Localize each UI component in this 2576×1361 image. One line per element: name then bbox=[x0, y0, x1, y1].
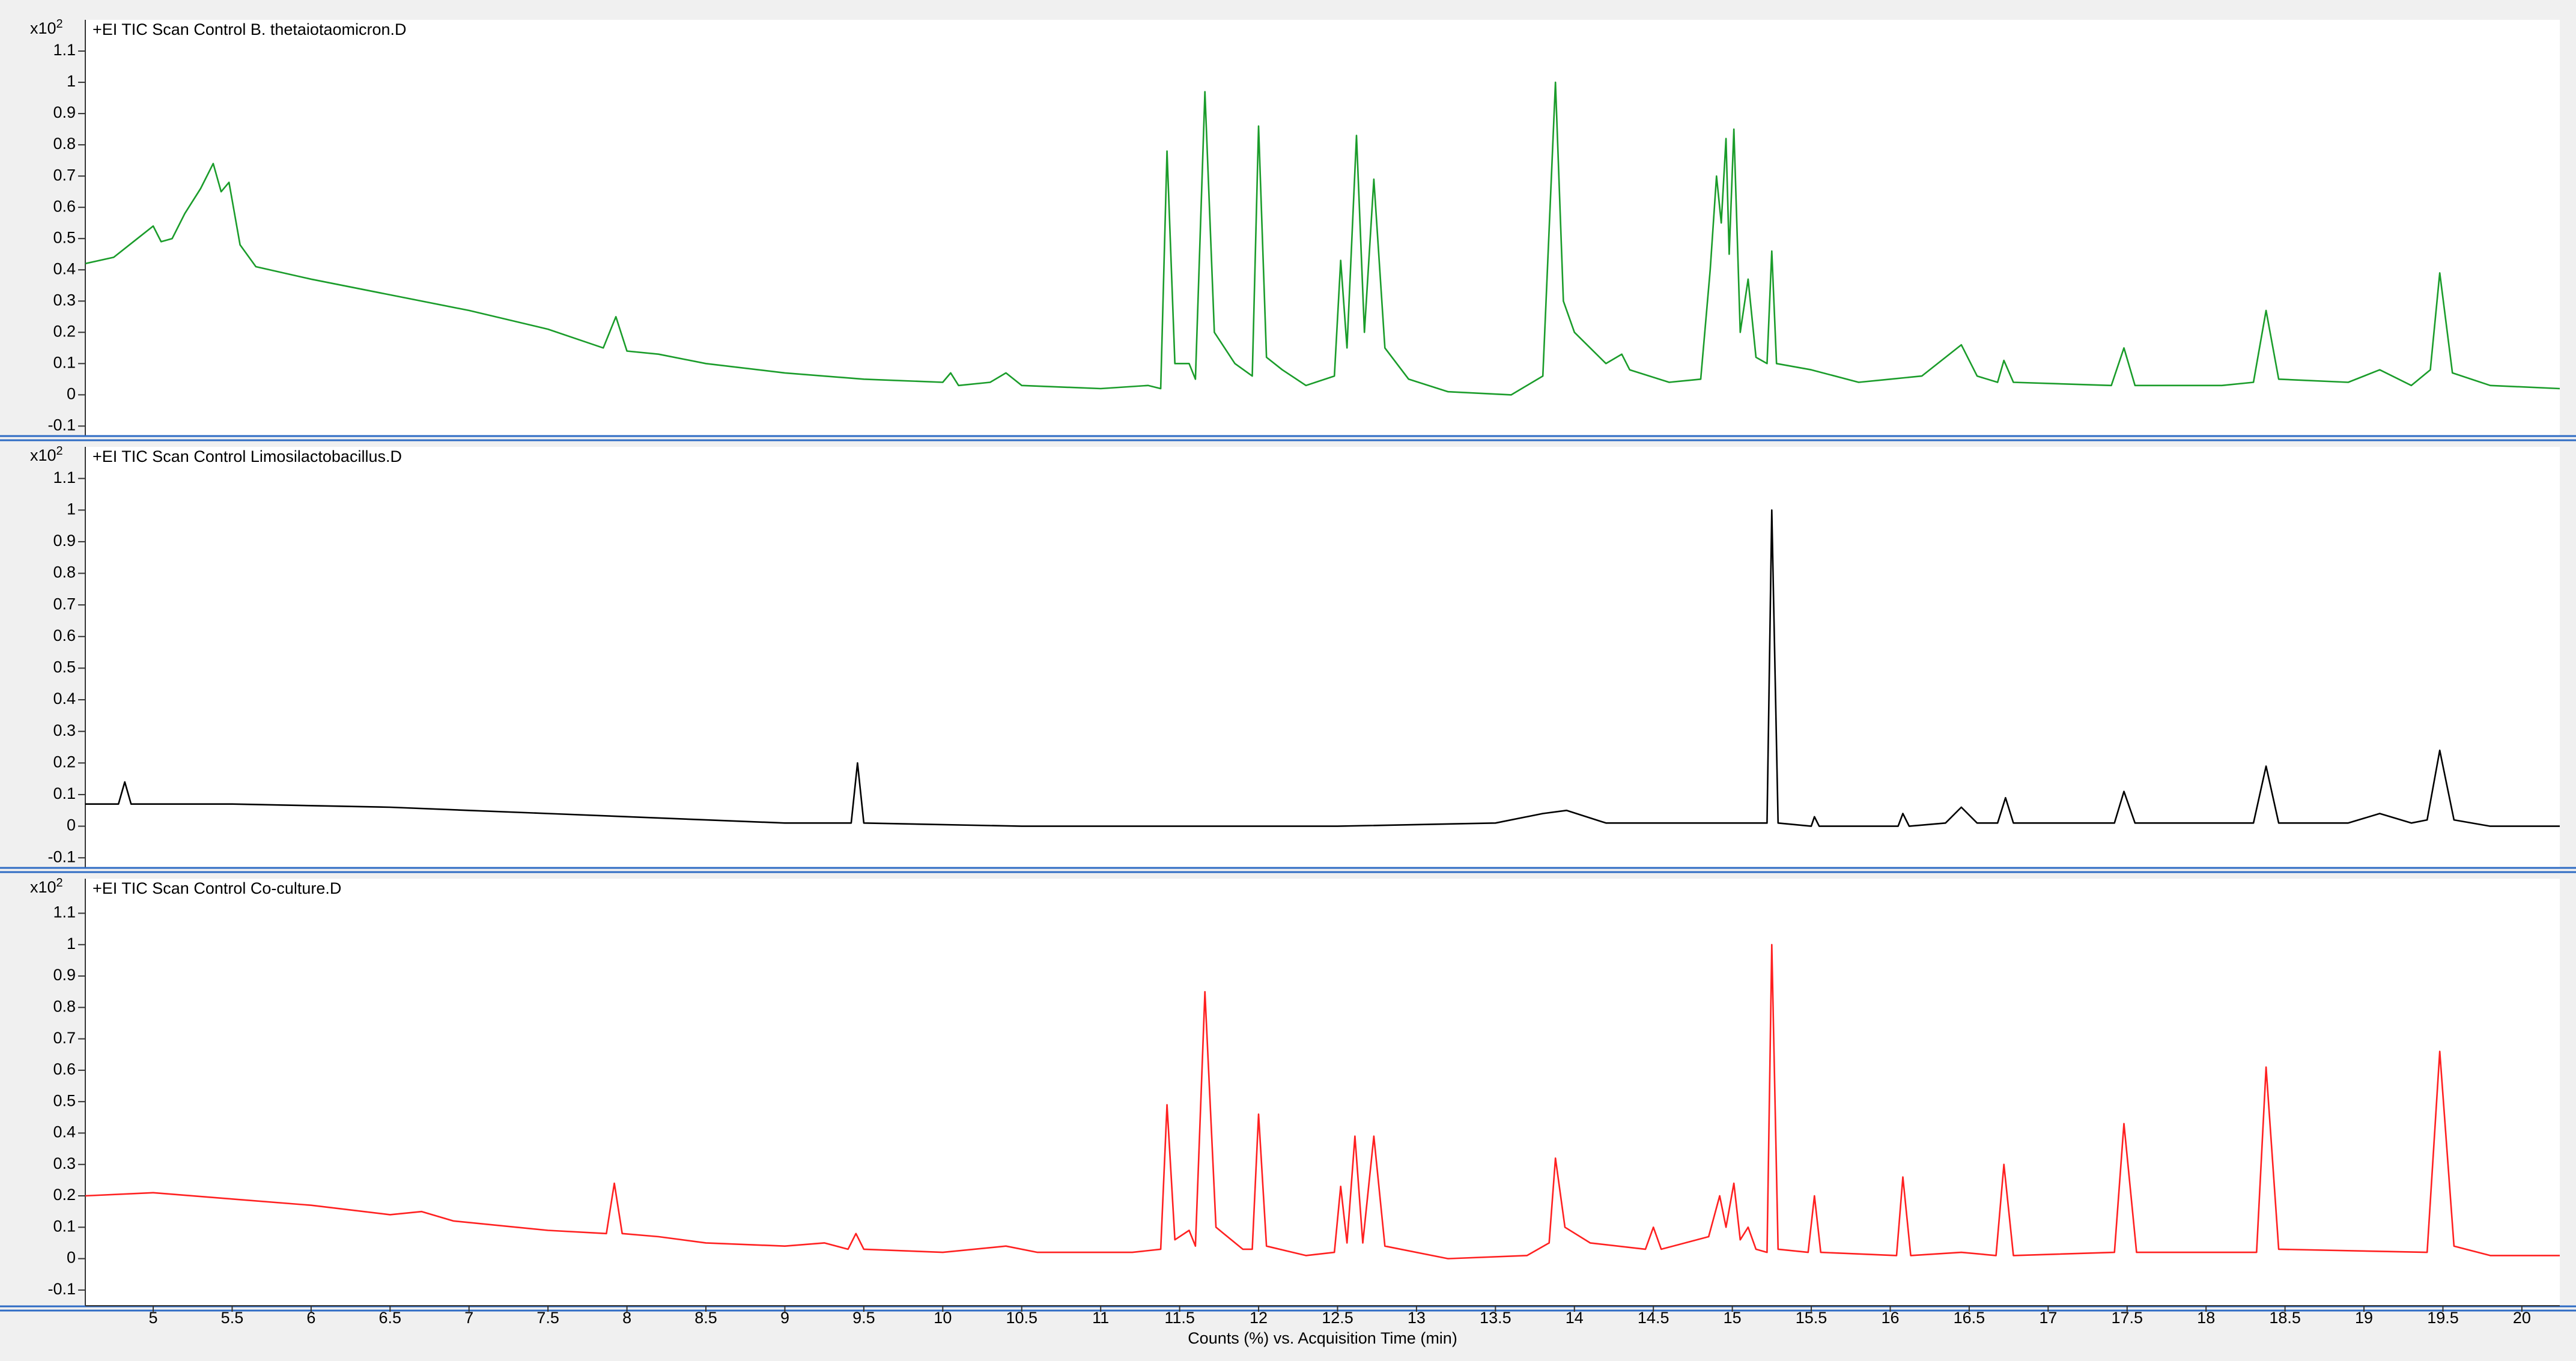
y-tick-label: 1.1 bbox=[53, 41, 76, 59]
y-tick-label: 0.5 bbox=[53, 228, 76, 246]
y-tick-label: 0.8 bbox=[53, 135, 76, 153]
y-scale-label: x102 bbox=[30, 444, 63, 464]
y-tick-label: 0.7 bbox=[53, 166, 76, 184]
y-tick-label: 0.4 bbox=[53, 690, 76, 708]
y-tick-label: 1.1 bbox=[53, 468, 76, 487]
x-tick-label: 13.5 bbox=[1480, 1309, 1511, 1327]
y-scale-label: x102 bbox=[30, 17, 63, 37]
y-tick-label: 0.6 bbox=[53, 197, 76, 215]
y-tick-label: -0.1 bbox=[47, 1280, 76, 1298]
y-tick-label: 0.6 bbox=[53, 626, 76, 644]
y-tick-label: 1 bbox=[67, 72, 76, 90]
x-tick-label: 8 bbox=[622, 1309, 631, 1327]
x-tick-label: 17 bbox=[2039, 1309, 2057, 1327]
trace-line bbox=[85, 944, 2560, 1259]
trace-line bbox=[85, 81, 2560, 396]
x-tick-label: 15.5 bbox=[1796, 1309, 1827, 1327]
x-tick-label: 10 bbox=[934, 1309, 952, 1327]
panel-title: +EI TIC Scan Control Limosilactobacillus… bbox=[93, 447, 402, 465]
plot-area bbox=[85, 20, 2560, 435]
x-tick-label: 20 bbox=[2513, 1309, 2531, 1327]
y-scale-base: x10 bbox=[30, 878, 56, 896]
x-tick-label: 12.5 bbox=[1322, 1309, 1353, 1327]
panel-title: +EI TIC Scan Control Co-culture.D bbox=[93, 879, 341, 897]
x-tick-label: 18.5 bbox=[2269, 1309, 2301, 1327]
x-tick-label: 7.5 bbox=[536, 1309, 559, 1327]
y-tick-label: 0.2 bbox=[53, 322, 76, 340]
y-tick-label: 0.4 bbox=[53, 259, 76, 277]
y-scale-base: x10 bbox=[30, 446, 56, 464]
y-tick-label: 0.7 bbox=[53, 1029, 76, 1047]
x-tick-label: 10.5 bbox=[1006, 1309, 1037, 1327]
y-scale-exponent: 2 bbox=[56, 444, 63, 458]
x-tick-label: 19 bbox=[2355, 1309, 2373, 1327]
y-tick-label: 0.3 bbox=[53, 291, 76, 309]
y-tick-label: 0.4 bbox=[53, 1123, 76, 1141]
y-tick-label: 1 bbox=[67, 500, 76, 518]
y-tick-label: 0.9 bbox=[53, 532, 76, 550]
y-tick-label: 0.3 bbox=[53, 721, 76, 739]
y-tick-label: 0 bbox=[67, 816, 76, 834]
x-tick-label: 18 bbox=[2197, 1309, 2215, 1327]
y-tick-label: 0.2 bbox=[53, 753, 76, 771]
x-tick-label: 16 bbox=[1881, 1309, 1899, 1327]
y-tick-label: 1.1 bbox=[53, 903, 76, 921]
y-scale-exponent: 2 bbox=[56, 876, 63, 890]
x-tick-label: 14 bbox=[1566, 1309, 1584, 1327]
y-tick-label: 0.2 bbox=[53, 1186, 76, 1204]
plot-area bbox=[85, 879, 2560, 1306]
x-tick-label: 5.5 bbox=[221, 1309, 244, 1327]
x-tick-label: 19.5 bbox=[2427, 1309, 2459, 1327]
y-tick-label: 0.7 bbox=[53, 595, 76, 613]
y-scale-label: x102 bbox=[30, 876, 63, 896]
x-tick-label: 6 bbox=[306, 1309, 315, 1327]
x-axis-label: Counts (%) vs. Acquisition Time (min) bbox=[1188, 1329, 1457, 1347]
x-tick-label: 13 bbox=[1408, 1309, 1426, 1327]
y-tick-label: 1 bbox=[67, 935, 76, 953]
x-tick-label: 11 bbox=[1092, 1309, 1109, 1327]
x-tick-label: 7 bbox=[464, 1309, 473, 1327]
y-tick-label: -0.1 bbox=[47, 847, 76, 865]
x-tick-label: 5 bbox=[149, 1309, 158, 1327]
y-tick-label: 0.9 bbox=[53, 103, 76, 121]
y-tick-label: -0.1 bbox=[47, 416, 76, 434]
y-tick-label: 0.9 bbox=[53, 966, 76, 984]
x-tick-label: 6.5 bbox=[379, 1309, 402, 1327]
y-tick-label: 0.5 bbox=[53, 658, 76, 676]
y-tick-label: 0.1 bbox=[53, 1217, 76, 1235]
x-tick-label: 17.5 bbox=[2111, 1309, 2143, 1327]
y-tick-label: 0.5 bbox=[53, 1091, 76, 1109]
x-tick-label: 16.5 bbox=[1954, 1309, 1985, 1327]
y-scale-exponent: 2 bbox=[56, 17, 63, 31]
y-tick-label: 0 bbox=[67, 384, 76, 402]
x-tick-label: 15 bbox=[1724, 1309, 1742, 1327]
x-tick-label: 9 bbox=[780, 1309, 789, 1327]
y-tick-label: 0.8 bbox=[53, 563, 76, 581]
y-tick-label: 0.6 bbox=[53, 1060, 76, 1078]
y-tick-label: 0.1 bbox=[53, 784, 76, 802]
y-tick-label: 0.3 bbox=[53, 1154, 76, 1172]
x-tick-label: 12 bbox=[1250, 1309, 1268, 1327]
x-tick-label: 8.5 bbox=[694, 1309, 717, 1327]
y-tick-label: 0.8 bbox=[53, 997, 76, 1015]
x-tick-label: 14.5 bbox=[1638, 1309, 1669, 1327]
y-tick-label: 0 bbox=[67, 1249, 76, 1267]
panel-title: +EI TIC Scan Control B. thetaiotaomicron… bbox=[93, 20, 407, 38]
y-tick-label: 0.1 bbox=[53, 353, 76, 371]
x-tick-label: 9.5 bbox=[852, 1309, 875, 1327]
plot-area bbox=[85, 447, 2560, 867]
y-scale-base: x10 bbox=[30, 19, 56, 37]
trace-line bbox=[85, 509, 2560, 827]
x-tick-label: 11.5 bbox=[1164, 1309, 1195, 1327]
